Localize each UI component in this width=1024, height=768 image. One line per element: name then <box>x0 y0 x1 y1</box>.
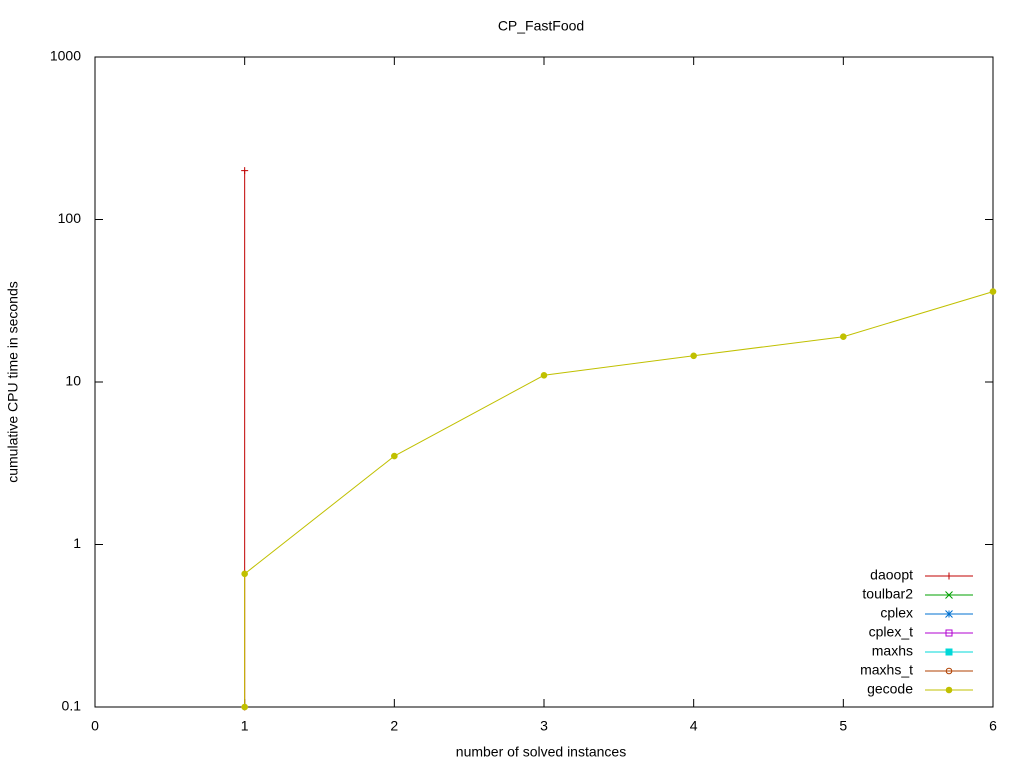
point <box>540 371 548 379</box>
legend-marker <box>945 610 953 618</box>
plot-frame <box>94 56 994 708</box>
legend-marker <box>945 667 953 675</box>
point <box>241 167 249 175</box>
y-tick-label: 1 <box>73 535 81 551</box>
point <box>241 570 248 578</box>
chart-title: CP_FastFood <box>498 18 584 34</box>
legend-marker <box>945 648 953 656</box>
y-axis-label: cumulative CPU time in seconds <box>5 281 21 483</box>
x-tick-label: 2 <box>390 718 398 734</box>
point <box>241 703 248 711</box>
y-tick-label: 0.1 <box>62 698 82 714</box>
legend-label: cplex_t <box>869 624 913 640</box>
point <box>840 333 847 341</box>
legend-marker <box>945 572 953 580</box>
point <box>391 452 398 460</box>
point <box>690 352 697 360</box>
y-tick-label: 100 <box>58 210 82 226</box>
legend-label: maxhs_t <box>860 662 913 678</box>
point <box>989 288 997 295</box>
legend-label: gecode <box>867 681 913 697</box>
legend-marker <box>945 686 953 694</box>
x-tick-label: 6 <box>989 718 997 734</box>
y-tick-label: 1000 <box>50 48 81 64</box>
legend-label: daoopt <box>870 567 913 583</box>
legend-label: maxhs <box>872 643 913 659</box>
x-tick-label: 1 <box>241 718 249 734</box>
legend-label: toulbar2 <box>862 586 913 602</box>
legend-marker <box>945 629 953 637</box>
y-tick-label: 10 <box>65 373 81 389</box>
x-tick-label: 5 <box>839 718 847 734</box>
x-tick-label: 0 <box>91 718 99 734</box>
x-axis-label: number of solved instances <box>456 744 626 760</box>
legend-label: cplex <box>880 605 913 621</box>
x-tick-label: 3 <box>540 718 548 734</box>
x-tick-label: 4 <box>690 718 698 734</box>
legend-marker <box>945 591 953 599</box>
